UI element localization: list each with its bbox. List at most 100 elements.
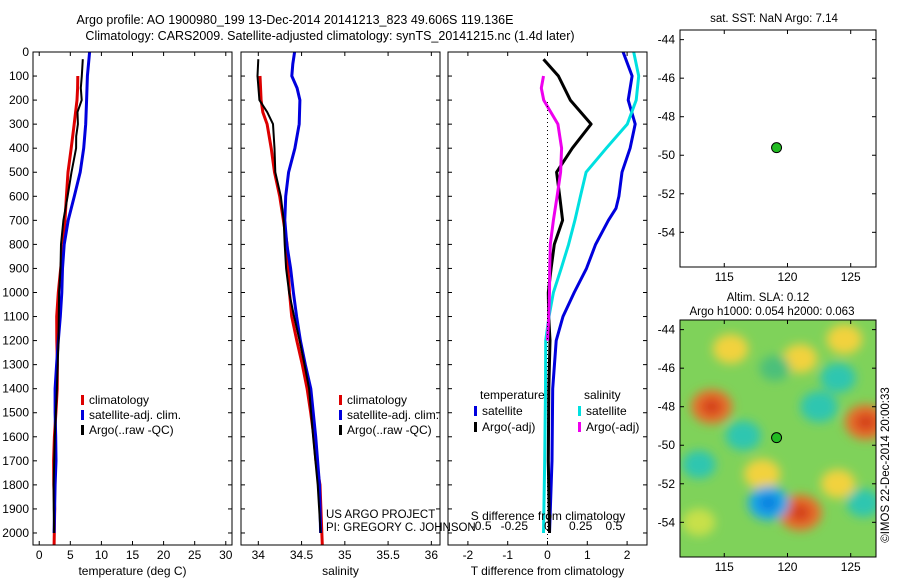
heatmap-blob: [826, 324, 863, 355]
heatmap-blob-core: [701, 398, 722, 416]
y-tick-label: 100: [9, 69, 29, 83]
difference-series-1-line: [542, 58, 593, 534]
y-tick-label: -48: [658, 110, 676, 124]
y-tick-label: -54: [658, 225, 676, 239]
temperature-series-0-line: [52, 75, 80, 546]
y-tick-label: 1700: [2, 454, 29, 468]
x-tick-label: 30: [219, 548, 233, 562]
heatmap-blob: [782, 344, 818, 373]
legend-swatch: [339, 395, 342, 405]
legend-label: climatology: [89, 393, 149, 407]
sla-map-frame: [679, 319, 877, 558]
salinity-frame: [240, 51, 441, 546]
x2-tick-label: -0.25: [501, 519, 529, 533]
salinity-panel: 34 34.5 35 35.5 36 salinity climatologysatelli…: [240, 51, 441, 578]
y-tick-label: -52: [658, 187, 676, 201]
y-tick-label: 1800: [2, 478, 29, 492]
temperature-series-2-line: [52, 59, 84, 534]
x-tick-label: 34: [252, 548, 266, 562]
x-tick-label: 2: [624, 548, 631, 562]
y-tick-label: -54: [658, 515, 676, 529]
y-tick-label: 500: [9, 165, 29, 179]
legend-label: Argo(..raw -QC): [347, 423, 432, 437]
legend-swatch: [474, 406, 477, 416]
y-tick-label: 300: [9, 117, 29, 131]
legend-swatch: [578, 406, 581, 416]
heatmap-blob-core: [789, 503, 811, 522]
x-tick-label: 0: [36, 548, 43, 562]
sla-map-title: Altim. SLA: 0.12: [727, 292, 809, 304]
x-tick-label: 115: [715, 560, 734, 574]
y-tick-label: 1600: [2, 430, 29, 444]
difference-panel: -2 -1 0 1 2 T difference from climatology -0.5…: [447, 51, 648, 578]
y-tick-label: 1200: [2, 334, 29, 348]
x-tick-label: 0: [544, 548, 551, 562]
y-tick-label: -44: [658, 33, 676, 47]
legend-swatch: [578, 422, 581, 432]
legend-label: satellite-adj. clim.: [89, 408, 181, 422]
x-tick-label: 34.5: [290, 548, 314, 562]
heatmap-blobs: [682, 324, 876, 536]
x-tick-label: 36: [425, 548, 439, 562]
y-tick-label: 1400: [2, 382, 29, 396]
difference-series-3-line: [539, 75, 564, 341]
x-tick-label: 35: [338, 548, 352, 562]
heatmap-blob-core: [855, 413, 876, 431]
legend-swatch: [81, 410, 84, 420]
legend-label: Argo(-adj): [482, 420, 535, 434]
heatmap-blob: [846, 489, 876, 518]
x2-axis-label: S difference from climatology: [471, 509, 626, 523]
x-tick-label: 125: [841, 270, 861, 284]
y-tick-label: 800: [9, 237, 29, 251]
legend-swatch: [81, 425, 84, 435]
heatmap-blob: [743, 458, 781, 490]
y-tick-label: -48: [658, 400, 676, 414]
legend-temperature-title: temperature: [480, 388, 545, 402]
y-tick-label: 600: [9, 189, 29, 203]
heatmap-blob-core: [758, 494, 779, 512]
sla-map-subtitle: Argo h1000: 0.054 h2000: 0.063: [690, 306, 855, 318]
x2-tick-label: 0.25: [569, 519, 593, 533]
credit-pi: PI: GREGORY C. JOHNSON: [326, 522, 476, 534]
x2-tick-label: 0.5: [605, 519, 622, 533]
y-tick-label: 1900: [2, 502, 29, 516]
y-tick-label: 2000: [2, 526, 29, 540]
y-tick-label: 400: [9, 141, 29, 155]
heatmap-field: [680, 320, 876, 557]
argo-float-marker: [771, 142, 783, 154]
heatmap-blob: [820, 469, 856, 499]
y-tick-label: 0: [22, 45, 29, 59]
legend-label: Argo(-adj): [586, 420, 639, 434]
x-axis-label: T difference from climatology: [471, 564, 625, 578]
x-tick-label: 115: [715, 270, 734, 284]
temperature-panel: 0100200300400500600700800900100011001200…: [2, 45, 232, 578]
y-tick-label: 700: [9, 213, 29, 227]
legend-swatch: [339, 425, 342, 435]
y-tick-label: -50: [658, 438, 676, 452]
header-title: Argo profile: AO 1900980_199 13-Dec-2014…: [77, 13, 514, 27]
legend-swatch: [474, 422, 477, 432]
legend-salinity-title: salinity: [584, 388, 621, 402]
y-tick-label: -52: [658, 477, 676, 491]
salinity-series-1-line: [283, 51, 323, 534]
y-tick-label: 900: [9, 261, 29, 275]
sst-map-panel: sat. SST: NaN Argo: 7.14 -44 -46 -48 -50 -52 -…: [658, 13, 877, 284]
legend-swatch: [81, 395, 84, 405]
sla-map-panel: Altim. SLA: 0.12 Argo h1000: 0.054 h2000:…: [658, 292, 877, 574]
y-tick-label: 1100: [3, 310, 29, 324]
x2-tick-label: 0: [544, 519, 551, 533]
difference-series-0-line: [548, 51, 637, 534]
sst-map-title: sat. SST: NaN Argo: 7.14: [710, 13, 838, 25]
legend-label: satellite-adj. clim.: [347, 408, 439, 422]
y-tick-label: 1000: [2, 285, 29, 299]
x-tick-label: 1: [584, 548, 591, 562]
x-tick-label: 5: [67, 548, 74, 562]
heatmap-blob: [820, 363, 856, 393]
x-tick-label: 120: [777, 560, 797, 574]
legend-label: climatology: [347, 393, 407, 407]
legend-label: satellite: [586, 404, 627, 418]
x2-tick-label: -0.5: [471, 519, 492, 533]
heatmap-blob: [712, 334, 749, 364]
heatmap-blob: [682, 450, 716, 479]
